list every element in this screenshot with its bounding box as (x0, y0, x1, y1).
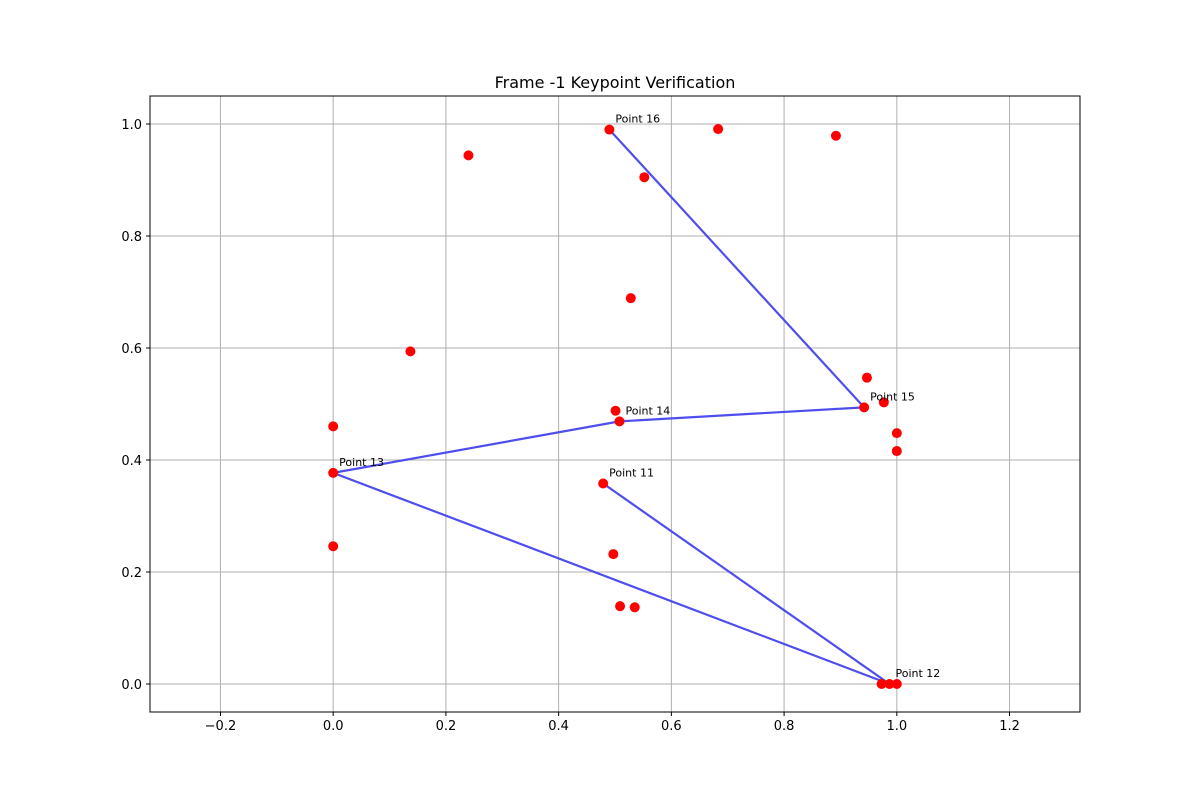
keypoint-marker (604, 124, 615, 135)
skeleton-line (332, 471, 890, 686)
y-tick-label: 0.8 (121, 230, 142, 245)
keypoint-marker (610, 405, 621, 416)
keypoint-marker (608, 549, 619, 560)
x-tick-label: 0.2 (436, 719, 457, 734)
keypoint-marker (405, 346, 416, 357)
grid (150, 96, 1080, 712)
point-label: Point 15 (870, 390, 915, 403)
keypoints (328, 124, 902, 689)
point-labels: Point 16 Point 15 Point 14 Point 13 Point 11… (339, 113, 940, 680)
keypoint-marker (859, 402, 870, 413)
point-label: Point 12 (895, 667, 940, 680)
keypoint-marker (614, 416, 625, 427)
x-tick-label: 0.0 (323, 719, 344, 734)
keypoint-marker (878, 397, 889, 408)
keypoint-marker (629, 602, 640, 613)
x-tick-label: −0.2 (205, 719, 237, 734)
keypoint-marker (891, 679, 902, 689)
keypoint-marker (328, 421, 339, 432)
keypoint-marker (876, 679, 887, 689)
keypoint-marker (861, 372, 872, 383)
skeleton-line (608, 128, 865, 409)
x-tick-label: 0.6 (661, 719, 682, 734)
skeleton-lines (332, 128, 891, 686)
keypoint-marker (615, 601, 626, 612)
point-label: Point 14 (626, 404, 671, 417)
keypoint-marker (891, 428, 902, 439)
keypoint-marker (463, 150, 474, 161)
y-tick-label: 0.4 (121, 454, 142, 469)
x-tick-label: 0.4 (548, 719, 569, 734)
x-tick-label: 1.0 (886, 719, 907, 734)
point-label: Point 16 (615, 113, 660, 126)
point-label: Point 11 (609, 467, 654, 480)
skeleton-line (602, 482, 891, 685)
keypoint-marker (891, 446, 902, 457)
keypoint-marker (328, 541, 339, 552)
skeleton-line (619, 406, 865, 423)
keypoint-marker (625, 293, 636, 304)
x-tick-label: 1.2 (999, 719, 1020, 734)
y-tick-label: 0.6 (121, 342, 142, 357)
x-tick-label: 0.8 (774, 719, 795, 734)
y-tick-label: 0.2 (121, 566, 142, 581)
keypoint-marker (639, 172, 650, 183)
axis-ticks: −0.2 0.0 0.2 0.4 0.6 0.8 1.0 1.2 0.0 0.2 0.4 0.6 0.8… (121, 118, 1020, 734)
keypoint-marker (598, 478, 609, 489)
y-tick-label: 1.0 (121, 118, 142, 133)
chart-title: Frame -1 Keypoint Verification (495, 73, 736, 92)
keypoint-marker (830, 130, 841, 141)
y-tick-label: 0.0 (121, 678, 142, 693)
keypoint-marker (884, 679, 895, 689)
point-label: Point 13 (339, 456, 384, 469)
skeleton-line (332, 420, 620, 474)
keypoint-marker (713, 124, 724, 135)
keypoint-marker (328, 467, 339, 478)
plot-area-frame (149, 95, 1081, 713)
